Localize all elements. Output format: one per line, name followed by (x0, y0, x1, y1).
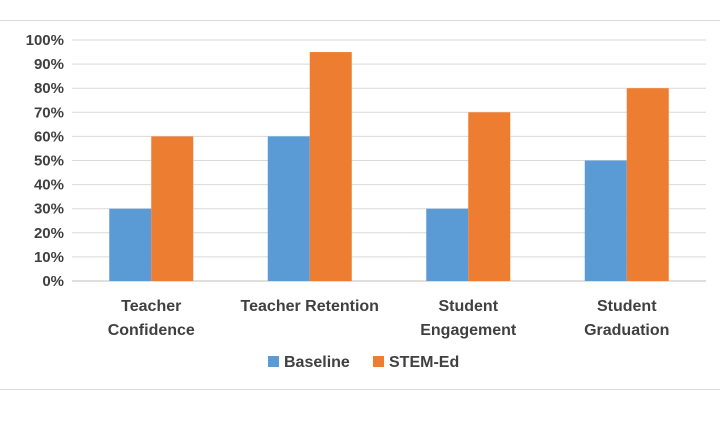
y-tick-label: 90% (34, 56, 64, 73)
bar-stem-ed-0 (151, 136, 194, 281)
x-category-label: Student (438, 298, 498, 315)
legend-swatch-baseline (268, 356, 279, 367)
x-category-label: Confidence (108, 322, 195, 339)
chart-frame: 0% 10% 20% 30% 40% 50% 60% 70% 80% 90% 100% Teacher… (0, 20, 720, 390)
bar-stem-ed-2 (468, 112, 511, 281)
legend-label-stem-ed: STEM-Ed (389, 354, 459, 371)
y-tick-label: 50% (34, 153, 64, 170)
y-tick-label: 10% (34, 249, 64, 266)
y-tick-label: 30% (34, 201, 64, 218)
x-category-label: Teacher (121, 298, 181, 315)
bar-chart: 0% 10% 20% 30% 40% 50% 60% 70% 80% 90% 100% Teacher… (26, 32, 706, 371)
y-tick-label: 60% (34, 128, 64, 145)
legend-label-baseline: Baseline (284, 354, 350, 371)
bar-stem-ed-1 (309, 52, 352, 281)
bar-baseline-1 (267, 136, 310, 281)
bar-baseline-2 (426, 208, 469, 281)
y-tick-label: 20% (34, 225, 64, 242)
x-category-label: Graduation (584, 322, 669, 339)
y-tick-label: 80% (34, 80, 64, 97)
y-tick-label: 100% (26, 32, 64, 49)
y-tick-label: 40% (34, 177, 64, 194)
x-category-label: Student (597, 298, 657, 315)
bar-baseline-3 (584, 160, 627, 281)
x-category-label: Engagement (420, 322, 517, 339)
y-tick-label: 70% (34, 104, 64, 121)
bar-baseline-0 (109, 208, 152, 281)
legend-swatch-stem-ed (373, 356, 384, 367)
x-category-label: Teacher Retention (241, 298, 379, 315)
bar-stem-ed-3 (626, 88, 669, 281)
y-tick-label: 0% (42, 273, 64, 290)
